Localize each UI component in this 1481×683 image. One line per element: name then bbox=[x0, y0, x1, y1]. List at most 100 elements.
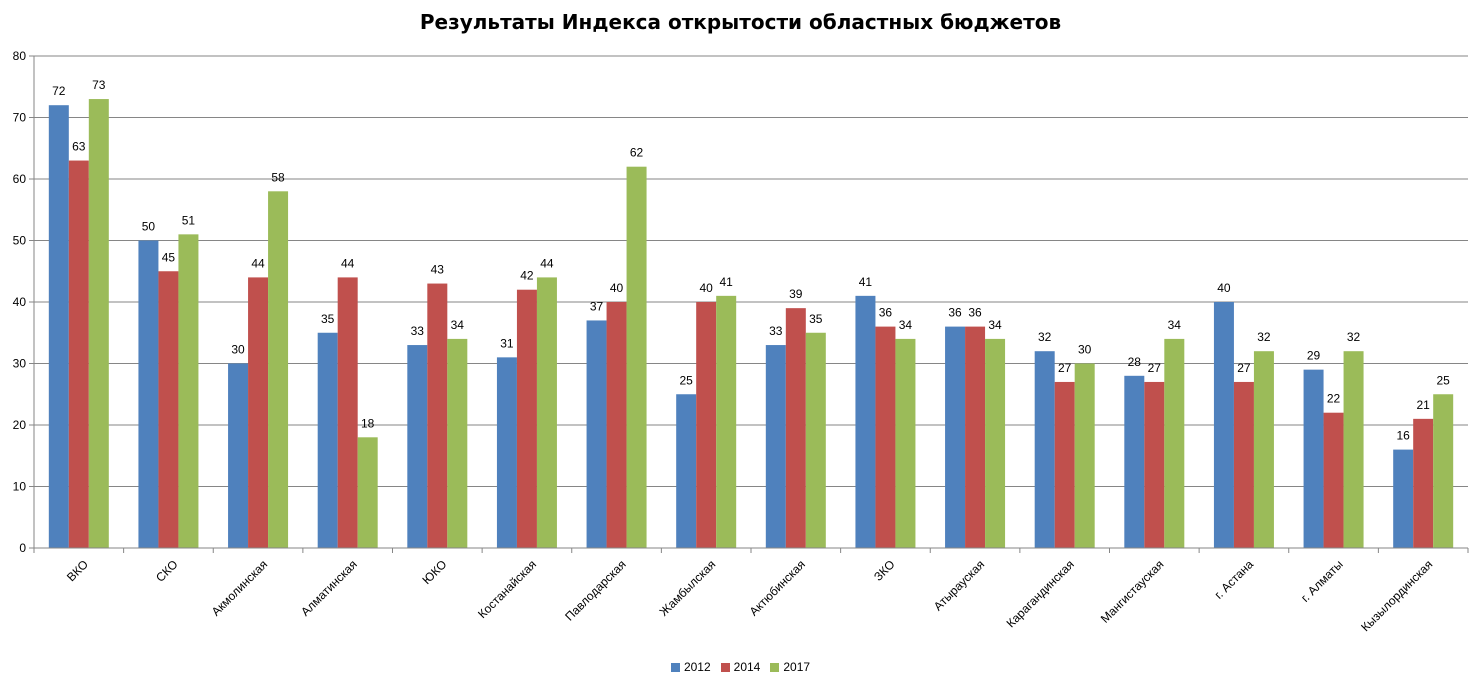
bar-2014 bbox=[875, 327, 895, 548]
data-label: 30 bbox=[1078, 343, 1092, 357]
data-label: 22 bbox=[1327, 392, 1341, 406]
legend-item: 2014 bbox=[721, 660, 761, 674]
data-label: 40 bbox=[700, 281, 714, 295]
bar-2014 bbox=[1413, 419, 1433, 548]
category-label: ЮКО bbox=[420, 557, 450, 587]
data-label: 21 bbox=[1417, 398, 1431, 412]
data-label: 33 bbox=[769, 324, 783, 338]
legend-swatch bbox=[770, 663, 779, 672]
bar-2017 bbox=[1433, 394, 1453, 548]
bar-2014 bbox=[69, 161, 89, 548]
data-label: 58 bbox=[271, 170, 285, 184]
category-label: ВКО bbox=[64, 557, 91, 584]
data-label: 35 bbox=[809, 312, 823, 326]
data-label: 32 bbox=[1347, 330, 1361, 344]
bar-2014 bbox=[1055, 382, 1075, 548]
y-tick-label: 60 bbox=[13, 172, 27, 186]
category-label: Кызылординская bbox=[1358, 557, 1435, 634]
bar-2014 bbox=[696, 302, 716, 548]
bar-2017 bbox=[985, 339, 1005, 548]
data-label: 16 bbox=[1397, 429, 1411, 443]
bar-2012 bbox=[1035, 351, 1055, 548]
legend-swatch bbox=[721, 663, 730, 672]
category-label: Мангистауская bbox=[1098, 557, 1167, 626]
bar-2014 bbox=[338, 277, 358, 548]
data-label: 27 bbox=[1058, 361, 1072, 375]
bar-2017 bbox=[1254, 351, 1274, 548]
data-label: 32 bbox=[1038, 330, 1052, 344]
bar-2014 bbox=[607, 302, 627, 548]
legend-swatch bbox=[671, 663, 680, 672]
category-label: Акмолинская bbox=[209, 557, 270, 618]
data-label: 40 bbox=[610, 281, 624, 295]
bar-2012 bbox=[49, 105, 69, 548]
bar-2014 bbox=[1144, 382, 1164, 548]
bar-2017 bbox=[447, 339, 467, 548]
category-label: Жамбылская bbox=[657, 557, 719, 619]
bar-2017 bbox=[89, 99, 109, 548]
data-label: 42 bbox=[520, 269, 534, 283]
bar-2012 bbox=[407, 345, 427, 548]
bar-2014 bbox=[786, 308, 806, 548]
bar-2012 bbox=[497, 357, 517, 548]
data-label: 27 bbox=[1237, 361, 1251, 375]
bar-2017 bbox=[358, 437, 378, 548]
data-label: 27 bbox=[1148, 361, 1162, 375]
category-label: ЗКО bbox=[871, 557, 897, 583]
data-label: 39 bbox=[789, 287, 803, 301]
data-label: 43 bbox=[431, 263, 445, 277]
bars bbox=[49, 99, 1453, 548]
category-label: Павлодарская bbox=[562, 557, 628, 623]
bar-2012 bbox=[1393, 450, 1413, 548]
data-label: 44 bbox=[540, 256, 554, 270]
bar-2017 bbox=[1075, 364, 1095, 549]
bar-2012 bbox=[228, 364, 248, 549]
data-label: 18 bbox=[361, 416, 375, 430]
y-tick-label: 80 bbox=[13, 49, 27, 63]
bar-2017 bbox=[806, 333, 826, 548]
bar-2012 bbox=[1214, 302, 1234, 548]
data-label: 34 bbox=[1168, 318, 1182, 332]
bar-chart: 01020304050607080 7263735045513044583544… bbox=[0, 0, 1481, 683]
data-label: 51 bbox=[182, 213, 196, 227]
bar-2012 bbox=[766, 345, 786, 548]
y-tick-label: 20 bbox=[13, 418, 27, 432]
data-label: 72 bbox=[52, 84, 66, 98]
x-axis-categories: ВКО СКО Акмолинская Алматинская ЮКО Костанайс… bbox=[64, 557, 1435, 634]
data-label: 35 bbox=[321, 312, 335, 326]
data-label: 40 bbox=[1217, 281, 1231, 295]
legend-label: 2012 bbox=[684, 660, 711, 674]
y-axis-ticks: 0 10 20 30 40 50 60 70 80 bbox=[13, 49, 34, 555]
bar-2012 bbox=[1124, 376, 1144, 548]
data-label: 44 bbox=[341, 256, 355, 270]
legend-label: 2014 bbox=[734, 660, 761, 674]
data-label: 36 bbox=[879, 306, 893, 320]
category-label: г. Алматы bbox=[1298, 557, 1346, 605]
category-label: Карагандинская bbox=[1004, 557, 1077, 630]
category-label: Костанайская bbox=[475, 557, 539, 621]
legend: 2012 2014 2017 bbox=[0, 660, 1481, 674]
bar-2014 bbox=[1234, 382, 1254, 548]
data-label: 34 bbox=[899, 318, 913, 332]
bar-2014 bbox=[517, 290, 537, 548]
bar-2017 bbox=[895, 339, 915, 548]
legend-label: 2017 bbox=[783, 660, 810, 674]
data-label: 62 bbox=[630, 146, 644, 160]
data-label: 44 bbox=[251, 256, 265, 270]
data-label: 50 bbox=[142, 220, 156, 234]
bar-2017 bbox=[1344, 351, 1364, 548]
bar-2012 bbox=[1304, 370, 1324, 548]
y-tick-label: 40 bbox=[13, 295, 27, 309]
bar-2014 bbox=[965, 327, 985, 548]
y-tick-label: 0 bbox=[19, 541, 26, 555]
data-label: 36 bbox=[948, 306, 962, 320]
y-tick-label: 30 bbox=[13, 357, 27, 371]
bar-2012 bbox=[945, 327, 965, 548]
y-tick-label: 10 bbox=[13, 480, 27, 494]
data-label: 36 bbox=[968, 306, 982, 320]
data-label: 34 bbox=[451, 318, 465, 332]
data-label: 33 bbox=[411, 324, 425, 338]
bar-2012 bbox=[676, 394, 696, 548]
bar-2014 bbox=[1324, 413, 1344, 548]
y-tick-label: 70 bbox=[13, 111, 27, 125]
